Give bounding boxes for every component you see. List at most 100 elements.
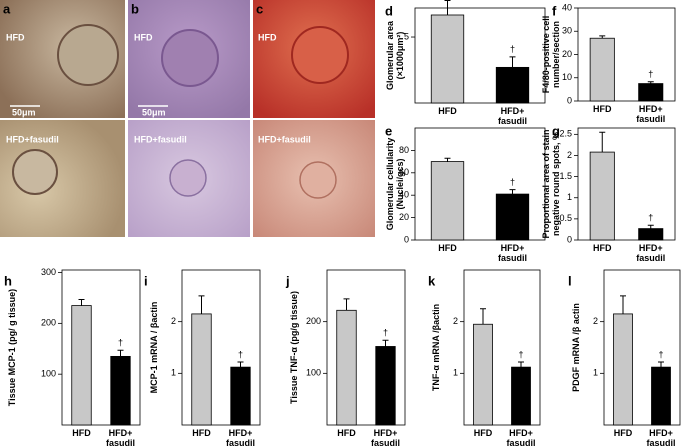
bar [613, 313, 633, 426]
y-tick-label: 40 [562, 2, 572, 12]
image-label: HFD+fasudil [134, 134, 187, 144]
panel-letter: i [144, 273, 148, 288]
glomerulus [299, 161, 337, 199]
panel-letter: j [285, 273, 290, 288]
x-tick-label: HFD [613, 428, 633, 438]
y-tick-label: 2.5 [559, 129, 572, 139]
y-tick-label: 40 [399, 190, 409, 200]
x-tick-label: HFD [438, 243, 457, 253]
x-tick-label: HFD+ fasudil [105, 428, 135, 447]
x-tick-label: HFD [593, 104, 612, 114]
error-bar [647, 81, 654, 84]
x-tick-label: HFD [613, 428, 633, 438]
annotation: † [518, 349, 523, 359]
y-tick-label: 60 [399, 167, 409, 177]
annotation: † [118, 338, 123, 348]
y-tick-label: 2 [453, 316, 458, 326]
plot-frame [414, 127, 546, 241]
plot-frame [463, 269, 541, 426]
panel-letter: c [256, 1, 263, 16]
error-bar [599, 35, 606, 39]
panel-letter: d [385, 3, 393, 18]
y-tick-label: 20 [399, 212, 409, 222]
bar [191, 313, 212, 426]
x-tick-label: HFD [593, 243, 612, 253]
x-tick-label: HFD [473, 428, 493, 438]
scale-bar-label: 50μm [12, 107, 36, 117]
y-tick-label: 0.5 [559, 213, 572, 223]
y-tick-label: 1 [453, 368, 458, 378]
bar [495, 193, 530, 241]
error-bar [509, 189, 516, 195]
x-tick-label: HFD+ fasudil [646, 428, 676, 447]
panel-letter: a [3, 1, 11, 16]
x-tick-label: HFD+ fasudil [105, 428, 135, 447]
image-label: HFD+fasudil [258, 134, 311, 144]
panel-letter: l [568, 273, 572, 288]
bar [230, 366, 251, 426]
bar [375, 346, 396, 426]
y-tick-label: 30 [562, 26, 572, 36]
x-tick-label: HFD+ fasudil [636, 243, 665, 263]
x-tick-label: HFD+ fasudil [506, 428, 535, 447]
x-tick-label: HFD+ fasudil [497, 106, 527, 126]
x-tick-label: HFD+ fasudil [370, 428, 400, 447]
x-tick-label: HFD+ fasudil [636, 104, 665, 124]
y-tick-label: 1 [171, 368, 176, 378]
image-label: HFD [6, 32, 25, 42]
y-axis-label: Tissue MCP-1 (pg/ g tissue) [7, 288, 17, 407]
error-bar [117, 349, 124, 357]
x-tick-label: HFD [438, 106, 457, 116]
y-tick-label: 200 [41, 318, 56, 328]
y-tick-label: 200 [306, 316, 321, 326]
y-tick-label: 2 [171, 316, 176, 326]
x-tick-label: HFD+ fasudil [497, 106, 527, 126]
x-tick-label: HFD+ fasudil [646, 428, 676, 447]
bar [336, 309, 357, 426]
y-axis-label: PDGF mRNA /β actin [571, 303, 581, 392]
panel-letter: f [552, 3, 557, 18]
y-tick-label: 1.5 [559, 171, 572, 181]
error-bar [198, 295, 205, 314]
plot-frame [61, 269, 141, 426]
error-bar [444, 0, 451, 15]
micrograph-panels: a HFD HFD+fasudil 50μm b HFD HFD+fasudil… [0, 0, 375, 237]
scale-bar-label: 50μm [142, 107, 166, 117]
error-bar [509, 56, 516, 68]
bar [71, 305, 92, 426]
bar [511, 366, 531, 426]
panel-letter: e [385, 123, 392, 138]
y-tick-label: 0 [567, 95, 572, 105]
y-tick-label: 1 [593, 368, 598, 378]
glomerulus [57, 24, 119, 86]
y-tick-label: 300 [41, 267, 56, 277]
image-label: HFD+fasudil [6, 134, 59, 144]
glomerulus [169, 159, 207, 197]
y-axis-label: TNF-α mRNA /βactin [431, 304, 441, 391]
error-bar [382, 339, 389, 347]
panel-letter: k [428, 273, 436, 288]
x-tick-label: HFD [438, 243, 457, 253]
plot-frame [603, 269, 681, 426]
panel-letter: g [552, 123, 560, 138]
y-tick-label: 100 [306, 368, 321, 378]
error-bar [620, 295, 626, 314]
error-bar [444, 157, 451, 162]
annotation: † [238, 349, 243, 359]
x-tick-label: HFD+ fasudil [497, 243, 527, 263]
x-tick-label: HFD [438, 106, 457, 116]
x-tick-label: HFD [473, 428, 493, 438]
y-tick-label: 5 [404, 31, 409, 41]
bar [638, 228, 664, 241]
error-bar [647, 224, 654, 229]
error-bar [480, 308, 486, 325]
y-tick-label: 10 [562, 72, 572, 82]
bar [495, 66, 530, 104]
x-tick-label: HFD [72, 428, 91, 438]
y-axis-label: Glomerular area (×1000μm²) [385, 20, 405, 91]
annotation: † [510, 44, 515, 54]
y-tick-label: 100 [41, 369, 56, 379]
glomerulus [12, 149, 58, 195]
annotation: † [383, 328, 388, 338]
